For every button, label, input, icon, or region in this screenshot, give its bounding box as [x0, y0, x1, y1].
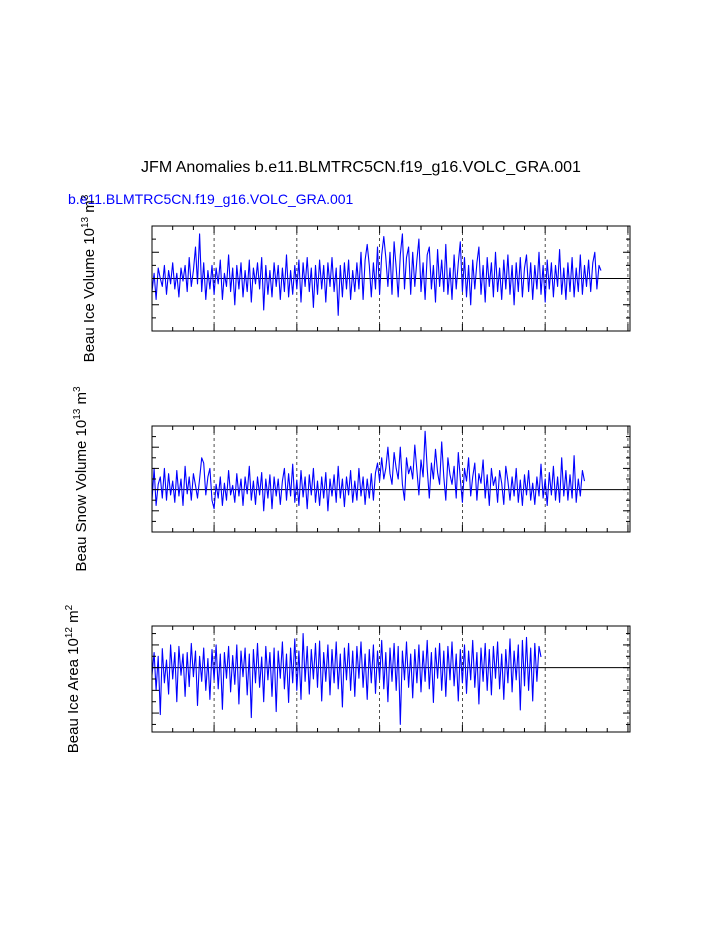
figure-subtitle: b.e11.BLMTRC5CN.f19_g16.VOLC_GRA.001 — [68, 191, 354, 207]
series-line — [151, 633, 542, 725]
figure-title: JFM Anomalies b.e11.BLMTRC5CN.f19_g16.VO… — [141, 159, 581, 176]
chart-panel-3: Beau Ice Area 1012 m2 — [64, 604, 631, 753]
y-axis-label-ylabel-unit-exp: 3 — [80, 194, 91, 200]
y-axis-label: Beau Ice Volume 1013 m3 — [80, 194, 98, 362]
y-axis-label-ylabel-unit-exp: 2 — [64, 604, 75, 610]
y-axis-label-ylabel-exp: 13 — [72, 408, 83, 420]
y-axis-label-ylabel-exp: 13 — [80, 216, 91, 228]
y-axis-label-ylabel: Beau Ice Volume 10 — [81, 228, 98, 362]
chart-panel-2: Beau Snow Volume 1013 m3 — [72, 386, 631, 572]
series-line — [151, 233, 602, 316]
y-axis-label-ylabel: Beau Snow Volume 10 — [73, 420, 90, 572]
y-axis-label-ylabel-unit: m — [65, 610, 82, 627]
y-axis-label-ylabel: Beau Ice Area 10 — [65, 638, 82, 753]
y-axis-label-ylabel-exp: 12 — [64, 627, 75, 639]
series-line — [151, 430, 586, 512]
y-axis-label: Beau Ice Area 1012 m2 — [64, 604, 82, 753]
y-axis-label-ylabel-unit: m — [81, 200, 98, 217]
y-axis-label: Beau Snow Volume 1013 m3 — [72, 386, 90, 572]
y-axis-label-ylabel-unit: m — [73, 392, 90, 409]
y-axis-label-ylabel-unit-exp: 3 — [72, 386, 83, 392]
chart-panel-1: Beau Ice Volume 1013 m3 — [80, 194, 631, 362]
